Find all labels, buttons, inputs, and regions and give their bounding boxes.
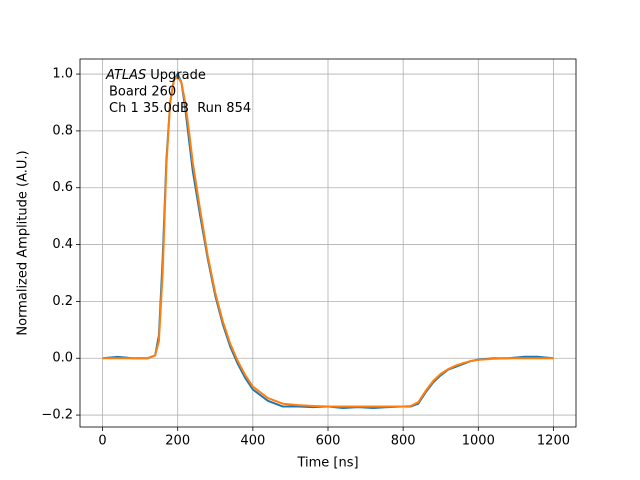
annotation-emph: ATLAS: [105, 68, 146, 83]
annotation-text: Upgrade: [150, 68, 206, 83]
y-axis-label: Normalized Amplitude (A.U.): [16, 150, 31, 335]
x-axis-label: Time [ns]: [296, 456, 358, 471]
annotation: Board 260: [109, 85, 176, 100]
y-tick-label: −0.2: [41, 408, 73, 423]
x-tick-label: 0: [98, 434, 106, 449]
y-tick-label: 0.2: [52, 294, 73, 309]
y-tick-label: 1.0: [52, 67, 73, 82]
x-tick-label: 400: [240, 434, 265, 449]
line-series: [102, 75, 554, 408]
annotation: ATLAS Upgrade: [105, 68, 206, 83]
annotation: Ch 1 35.0dB Run 854: [109, 101, 251, 116]
x-tick-label: 600: [316, 434, 341, 449]
x-tick-label: 1200: [537, 434, 570, 449]
x-tick-label: 800: [391, 434, 416, 449]
plot-frame: [79, 58, 577, 428]
y-tick-label: 0.4: [52, 237, 73, 252]
x-tick-label: 1000: [462, 434, 495, 449]
x-tick-label: 200: [165, 434, 190, 449]
y-tick-label: 0.6: [52, 180, 73, 195]
y-tick-label: 0.8: [52, 123, 73, 138]
y-tick-label: 0.0: [52, 351, 73, 366]
